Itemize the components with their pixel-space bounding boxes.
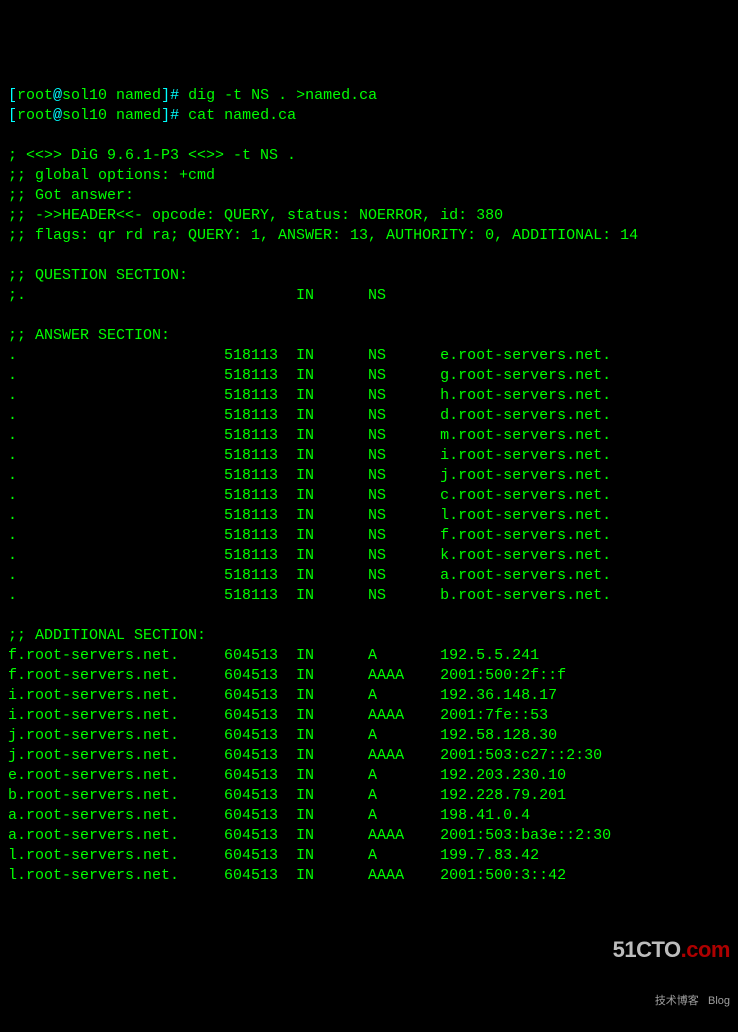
watermark-suffix: .com [681,937,730,962]
watermark: 51CTO.com 技术博客 Blog [613,905,730,1024]
watermark-main: 51CTO [613,937,681,962]
terminal-output: [root@sol10 named]# dig -t NS . >named.c… [8,86,730,886]
watermark-sub: 技术博客 Blog [613,995,730,1007]
